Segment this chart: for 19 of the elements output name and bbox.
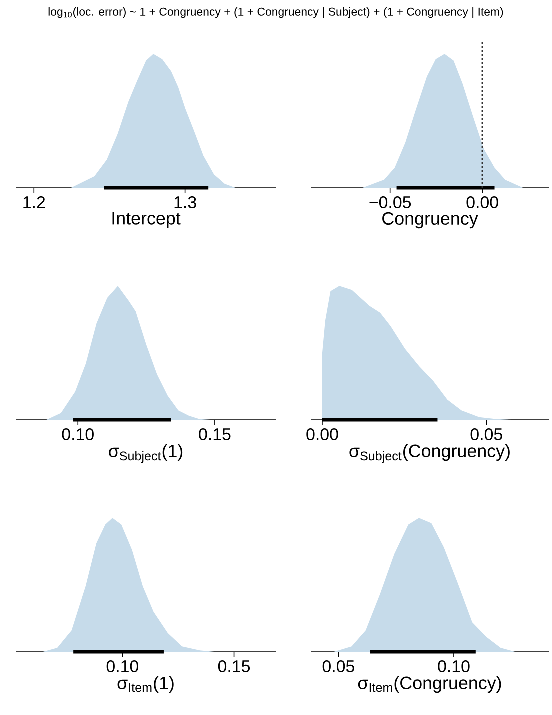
x-tick-label: 0.10 [62,428,94,440]
x-tick-label: 0.10 [106,660,139,672]
chart-title: log$_{10}$(loc. error) ~ 1 + Congruency + (1 + Congruency | Subject) + (1 + Congruency | Item) [48,8,504,18]
x-tick-label: 0.05 [470,428,502,440]
x-axis-title: σ$_{Subject}$(Congruency) [350,444,510,464]
x-axis-title: σ$_{Item}$(1) [118,676,174,694]
x-axis-title: σ$_{Item}$(Congruency) [358,676,502,694]
x-tick-label: 0.00 [466,196,498,208]
x-tick-label: 0.15 [199,428,231,440]
x-tick-label: 0.15 [218,660,250,672]
x-axis-title: σ$_{Subject}$(1) [109,444,183,464]
x-tick-label: 0.05 [322,660,354,672]
x-tick-label: −0.05 [370,196,412,208]
x-tick-label: 1.3 [174,196,196,208]
x-axis-title: Congruency [382,212,478,229]
x-axis-title: Intercept [112,212,181,228]
x-tick-label: 0.00 [306,428,338,440]
x-tick-label: 1.2 [24,196,46,208]
x-tick-label: 0.10 [438,660,470,672]
